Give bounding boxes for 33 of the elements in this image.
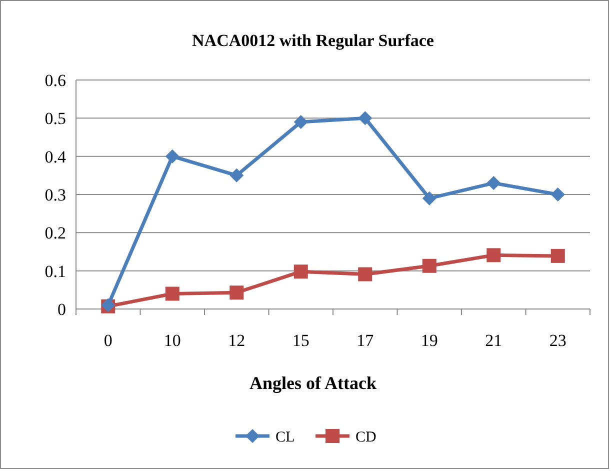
point xyxy=(230,168,244,182)
x-axis-title: Angles of Attack xyxy=(250,373,376,393)
point xyxy=(294,114,308,129)
x-tick-label: 0 xyxy=(104,331,112,350)
point xyxy=(422,258,436,273)
point xyxy=(165,149,180,164)
y-tick-label: 0.1 xyxy=(44,262,66,281)
x-tick-label: 12 xyxy=(228,331,246,350)
x-tick-label: 17 xyxy=(356,331,374,350)
chart-title: NACA0012 with Regular Surface xyxy=(192,31,434,50)
point xyxy=(486,176,501,190)
legend-label: CL xyxy=(276,429,295,446)
x-tick-label: 10 xyxy=(164,331,181,350)
y-tick-label: 0.3 xyxy=(44,185,66,204)
y-tick-label: 0 xyxy=(58,300,66,319)
point xyxy=(230,286,244,300)
point xyxy=(294,264,308,279)
x-tick-label: 21 xyxy=(485,331,502,350)
x-tick-label: 23 xyxy=(549,331,566,350)
point xyxy=(486,248,501,262)
point xyxy=(422,191,436,206)
y-tick-label: 0.2 xyxy=(44,224,66,243)
y-tick-label: 0.6 xyxy=(44,70,66,90)
x-tick-label: 19 xyxy=(420,331,438,350)
y-tick-label: 0.5 xyxy=(44,109,66,128)
y-tick-label: 0.4 xyxy=(44,147,66,166)
point xyxy=(358,111,372,126)
point xyxy=(550,188,565,202)
legend-label: CD xyxy=(356,429,377,446)
x-tick-label: 15 xyxy=(292,331,310,350)
point xyxy=(358,267,372,282)
point xyxy=(165,286,180,301)
point xyxy=(550,248,565,263)
